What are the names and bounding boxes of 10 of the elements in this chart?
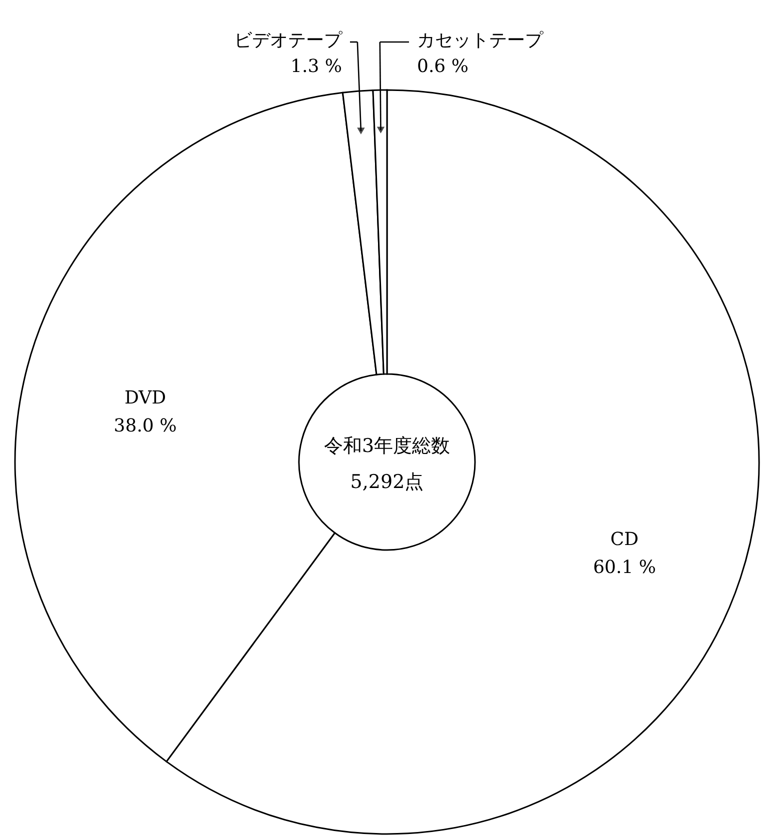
legend-label: ビデオテープ: [234, 30, 343, 51]
slice-label: カセットテープ: [417, 30, 544, 51]
data-label: 60.1 %: [593, 557, 656, 578]
slice-label: CD: [610, 529, 639, 550]
data-label: 38.0 %: [114, 415, 177, 436]
text: 令和3年度総数: [324, 435, 450, 457]
slice-label: DVD: [124, 387, 166, 408]
data-label: 1.3 %: [290, 56, 342, 77]
data-label: 0.6 %: [417, 56, 468, 77]
text: 5,292点: [350, 471, 424, 493]
